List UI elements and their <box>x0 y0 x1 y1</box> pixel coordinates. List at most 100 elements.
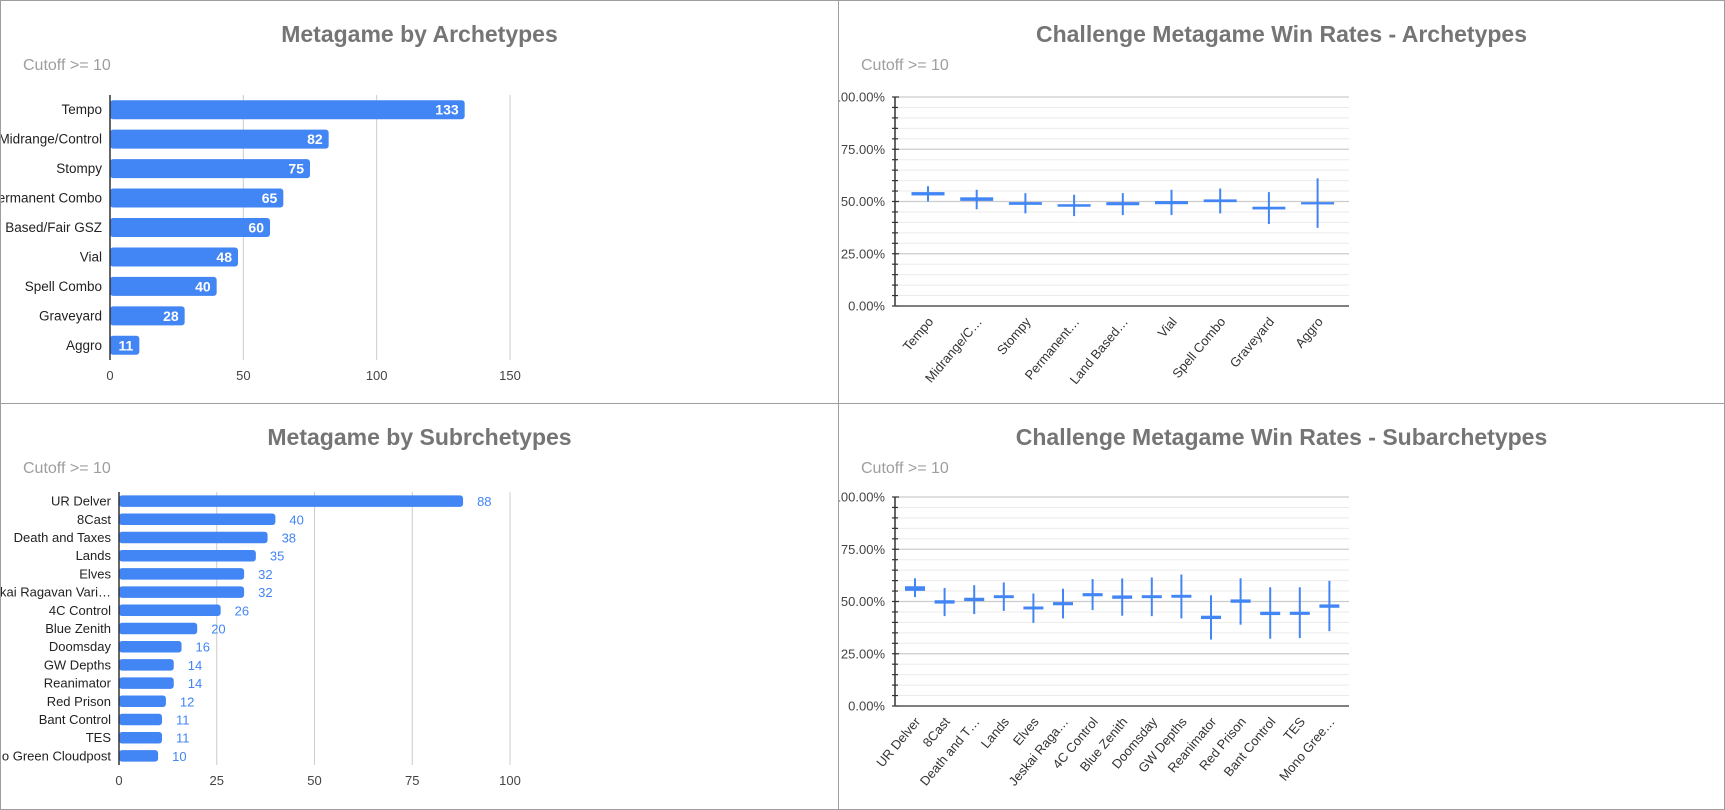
data-label: 10 <box>172 749 186 764</box>
chart-subtitle: Cutoff >= 10 <box>861 460 949 477</box>
data-label: 20 <box>211 622 225 637</box>
candle-box <box>1082 593 1103 597</box>
data-label: 48 <box>216 249 232 265</box>
category-label: Tempo <box>61 102 102 117</box>
data-label: 40 <box>195 278 211 294</box>
candle-box <box>1230 599 1251 603</box>
x-tick-label: Tempo <box>900 314 937 354</box>
bar <box>110 159 310 179</box>
x-tick-label: Vial <box>1155 314 1180 340</box>
category-label: Land Based/Fair GSZ <box>1 220 102 235</box>
bar <box>110 276 217 296</box>
y-tick-label: 75.00% <box>841 142 886 157</box>
candle-box <box>1252 206 1286 210</box>
data-label: 75 <box>288 161 304 177</box>
x-tick-label: Graveyard <box>1227 314 1278 370</box>
y-tick-label: 100.00% <box>839 490 885 505</box>
chart-subtitle: Cutoff >= 10 <box>861 57 949 74</box>
data-label: 28 <box>163 308 179 324</box>
data-label: 82 <box>307 131 323 147</box>
category-label: Reanimator <box>44 676 112 691</box>
bar <box>110 218 270 237</box>
data-label: 38 <box>282 531 296 546</box>
y-tick-label: 100.00% <box>839 90 885 105</box>
category-label: Permanent Combo <box>1 191 102 206</box>
category-label: Stompy <box>56 161 102 176</box>
x-tick-label: Aggro <box>1292 314 1326 350</box>
x-tick-label: UR Delver <box>873 714 923 770</box>
data-label: 26 <box>235 603 249 618</box>
data-label: 60 <box>248 220 264 236</box>
archetype-bar-chart: 0 50 100 150 Tempo 133 Midrange/Control 82 Stomp… <box>1 95 521 383</box>
bar <box>119 568 245 580</box>
candle-box <box>1301 202 1335 205</box>
subarchetype-winrate-chart: 0.00%25.00%50.00%75.00%100.00%UR Delver8… <box>839 490 1349 789</box>
data-label: 40 <box>289 512 303 527</box>
data-label: 32 <box>258 567 272 582</box>
x-tick-label: 100 <box>499 773 521 788</box>
bar <box>119 677 174 689</box>
bar <box>110 247 238 267</box>
category-label: Red Prison <box>47 694 111 709</box>
x-tick-label: Stompy <box>994 314 1034 358</box>
candle-box <box>993 595 1014 599</box>
category-label: Graveyard <box>39 308 102 323</box>
data-label: 11 <box>119 337 134 353</box>
x-tick-label: 75 <box>405 773 419 788</box>
data-label: 11 <box>176 731 190 746</box>
category-label: Blue Zenith <box>45 621 111 636</box>
candle-box <box>960 197 994 201</box>
category-label: Aggro <box>66 338 102 353</box>
category-label: TES <box>86 730 112 745</box>
candle-box <box>911 192 945 196</box>
candle-box <box>1008 202 1042 205</box>
chart-subtitle: Cutoff >= 10 <box>23 460 111 477</box>
bar <box>110 306 185 326</box>
chart-title: Challenge Metagame Win Rates - Subarchet… <box>1015 424 1548 450</box>
bar <box>110 188 284 208</box>
x-tick-label: 0 <box>115 773 122 788</box>
data-label: 32 <box>258 585 272 600</box>
y-tick-label: 75.00% <box>841 542 886 557</box>
bar <box>119 604 221 617</box>
x-tick-label: 25 <box>210 773 224 788</box>
bar <box>119 640 182 653</box>
bar <box>119 713 163 726</box>
bar <box>110 129 329 149</box>
bar <box>119 549 256 562</box>
category-label: Lands <box>76 548 112 563</box>
subarchetype-bar-chart: 0 25 50 75 100 UR Delver 88 8Cast 40 Death and Ta… <box>1 492 521 788</box>
category-label: 8Cast <box>77 512 111 527</box>
archetype-winrate-chart-panel: Challenge Metagame Win Rates - Archetype… <box>838 0 1725 404</box>
x-tick-label: 150 <box>499 368 521 383</box>
candle-box <box>1141 595 1162 599</box>
bar <box>119 513 276 526</box>
archetype-winrate-chart: 0.00%25.00%50.00%75.00%100.00%TempoMidra… <box>839 90 1349 387</box>
y-tick-label: 25.00% <box>841 246 886 261</box>
category-label: Vial <box>80 249 102 264</box>
bar <box>110 100 465 120</box>
candle-box <box>1023 606 1044 610</box>
bar <box>119 750 159 762</box>
bar <box>119 695 166 708</box>
bar <box>119 586 245 598</box>
y-tick-label: 50.00% <box>841 594 886 609</box>
data-label: 14 <box>188 676 202 691</box>
category-label: Elves <box>79 566 111 581</box>
category-label: Mono Green Cloudpost <box>1 748 111 763</box>
y-tick-label: 0.00% <box>848 299 885 314</box>
y-tick-label: 25.00% <box>841 646 886 661</box>
bar <box>119 622 198 635</box>
bar <box>119 531 268 544</box>
category-label: Doomsday <box>49 639 112 654</box>
candle-box <box>1057 204 1091 207</box>
category-label: Death and Taxes <box>14 530 112 545</box>
category-label: Midrange/Control <box>1 132 102 147</box>
category-label: Spell Combo <box>25 279 102 294</box>
candle-box <box>1155 201 1188 205</box>
candle-box <box>964 597 985 602</box>
subarchetype-winrate-chart-panel: Challenge Metagame Win Rates - Subarchet… <box>838 403 1725 810</box>
x-tick-label: TES <box>1280 714 1308 743</box>
category-label: 4C Control <box>49 603 111 618</box>
